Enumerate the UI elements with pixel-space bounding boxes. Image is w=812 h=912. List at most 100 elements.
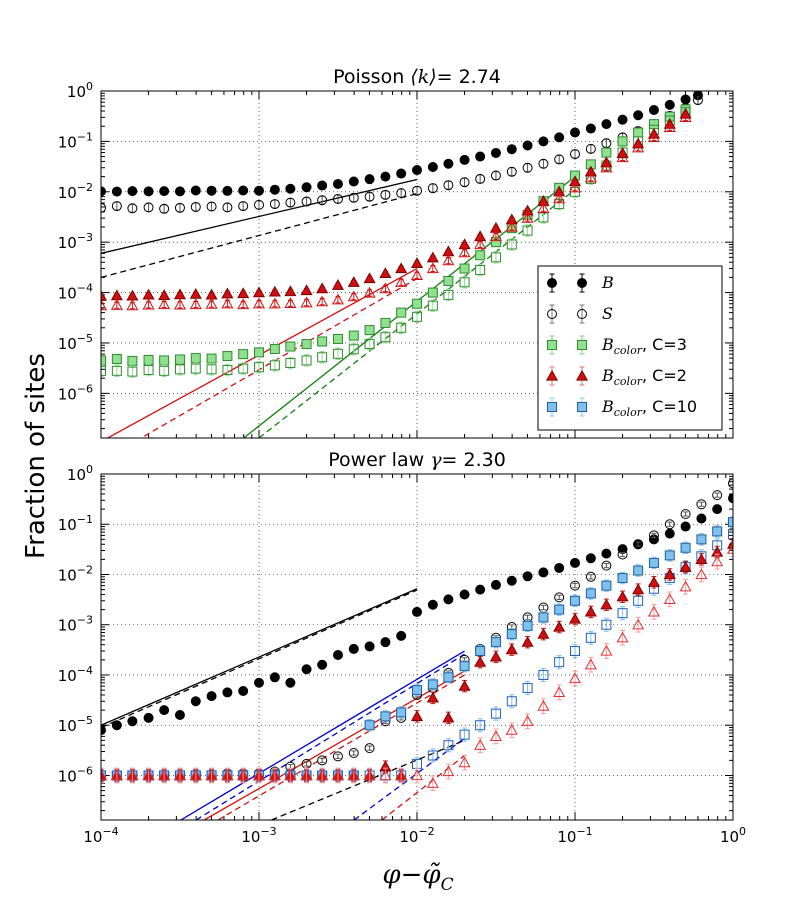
data-point [554, 657, 565, 668]
data-point [648, 557, 659, 568]
y-tick-label: 10−6 [58, 382, 93, 403]
data-point [269, 199, 280, 210]
data-point [601, 560, 612, 571]
data-point [316, 282, 329, 294]
data-point [679, 560, 692, 572]
fit-line [101, 192, 418, 279]
data-point [585, 632, 596, 643]
y-tick-label: 10−5 [58, 332, 93, 353]
data-point [101, 769, 108, 781]
data-point [570, 646, 580, 657]
legend-marker [577, 340, 587, 350]
data-point [380, 171, 391, 182]
data-point [426, 251, 439, 263]
series-b [101, 91, 703, 197]
data-point [159, 365, 170, 376]
data-point [442, 245, 455, 257]
data-point [300, 296, 313, 308]
data-point [317, 336, 328, 347]
data-point [126, 299, 139, 311]
data-point [663, 593, 676, 604]
data-point [205, 288, 218, 300]
data-point [110, 299, 123, 310]
data-point [570, 127, 580, 138]
data-point [301, 182, 312, 193]
data-point [696, 499, 707, 510]
data-point [521, 715, 534, 726]
ticks [100, 90, 734, 438]
data-point [475, 151, 486, 162]
data-point [474, 238, 487, 250]
data-point [475, 720, 486, 731]
data-point [647, 605, 660, 617]
data-point [380, 332, 391, 343]
data-point [221, 297, 234, 309]
y-tick-label: 10−3 [58, 231, 93, 252]
data-point [412, 185, 422, 196]
data-point [300, 769, 313, 781]
data-point [143, 712, 154, 723]
data-point [206, 201, 217, 212]
data-point [252, 297, 266, 309]
data-point [633, 110, 644, 121]
data-point [268, 285, 281, 297]
data-point [680, 521, 691, 532]
data-point [474, 655, 487, 667]
data-point [285, 358, 296, 369]
data-point [364, 325, 375, 336]
data-point [616, 151, 629, 163]
data-point [101, 365, 106, 376]
data-point [554, 592, 565, 603]
series-b-color-c-2-open- [101, 111, 692, 311]
axes-frame [100, 90, 734, 439]
data-point [554, 154, 565, 165]
data-point [222, 365, 233, 376]
data-point [317, 659, 328, 670]
data-point [254, 199, 264, 210]
data-point [237, 769, 250, 781]
data-point [584, 658, 597, 670]
data-point [396, 630, 407, 641]
data-point [711, 555, 724, 567]
data-point [331, 293, 344, 305]
data-point [633, 595, 644, 606]
data-point [632, 618, 645, 630]
fit-line [243, 176, 576, 438]
legend-item: Bcolor, C=3 [547, 335, 687, 357]
data-point [617, 549, 628, 560]
data-point [364, 174, 375, 185]
data-point [458, 238, 471, 250]
data-point [648, 104, 659, 115]
data-point [331, 769, 344, 781]
data-point [111, 365, 122, 376]
fit-line [180, 650, 465, 820]
data-point [506, 166, 517, 177]
data-point [174, 364, 185, 375]
legend-label: Bcolor, C=2 [601, 366, 687, 388]
data-point [254, 362, 264, 373]
x-tick-label: 100 [720, 825, 746, 846]
fit-lines [101, 588, 465, 820]
fit-line [195, 653, 465, 820]
data-point [301, 355, 312, 366]
data-point [617, 114, 628, 125]
data-point [127, 716, 138, 727]
data-point [410, 257, 424, 268]
data-point [459, 277, 470, 288]
x-tick-label: 10−1 [557, 825, 592, 846]
data-point [459, 729, 470, 740]
data-point [475, 584, 486, 595]
data-point [189, 769, 202, 781]
data-point [412, 165, 422, 176]
data-point [101, 770, 106, 781]
data-point [254, 677, 264, 688]
data-point [110, 769, 123, 781]
data-point [442, 765, 455, 777]
data-point [101, 299, 108, 311]
data-point [570, 595, 580, 606]
data-point [379, 282, 392, 294]
fit-line [101, 588, 418, 726]
data-point [347, 290, 360, 302]
data-point [506, 239, 517, 250]
data-point [142, 298, 155, 310]
